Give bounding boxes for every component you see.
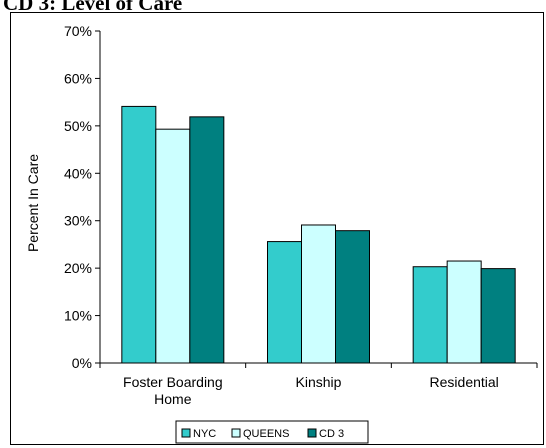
bar bbox=[267, 241, 302, 364]
y-tick-label: 50% bbox=[64, 118, 92, 134]
legend-swatch bbox=[181, 428, 191, 438]
y-axis-title: Percent In Care bbox=[25, 154, 41, 252]
x-tick-label: Home bbox=[154, 391, 192, 407]
x-tick-label: Kinship bbox=[296, 374, 342, 390]
y-tick-label: 70% bbox=[64, 23, 92, 39]
y-tick-label: 10% bbox=[64, 308, 92, 324]
bar bbox=[412, 266, 448, 364]
y-tick-label: 20% bbox=[64, 260, 92, 276]
bar bbox=[480, 268, 516, 364]
legend-swatch bbox=[307, 428, 317, 438]
legend-label: NYC bbox=[193, 428, 216, 440]
x-tick-label: Residential bbox=[430, 374, 499, 390]
legend-label: QUEENS bbox=[243, 428, 289, 440]
plot-area: 0% 10% 20% 30% 40% 50% 60% 70% Percent In Care Fo… bbox=[25, 23, 538, 444]
y-tick-label: 60% bbox=[64, 70, 92, 86]
bar bbox=[155, 128, 191, 364]
chart-frame bbox=[10, 12, 544, 445]
y-tick-label: 30% bbox=[64, 213, 92, 229]
bar bbox=[446, 260, 482, 364]
bar bbox=[301, 224, 336, 364]
bar bbox=[335, 230, 370, 364]
x-tick-label: Foster Boarding bbox=[123, 374, 223, 390]
bar bbox=[189, 116, 225, 364]
y-tick-label: 40% bbox=[64, 165, 92, 181]
legend-box bbox=[175, 420, 369, 444]
y-tick-label: 0% bbox=[72, 355, 92, 371]
chart-title: CD 3: Level of Care bbox=[3, 0, 183, 15]
legend-label: CD 3 bbox=[319, 428, 344, 440]
bar bbox=[121, 105, 157, 364]
legend-swatch bbox=[231, 428, 241, 438]
